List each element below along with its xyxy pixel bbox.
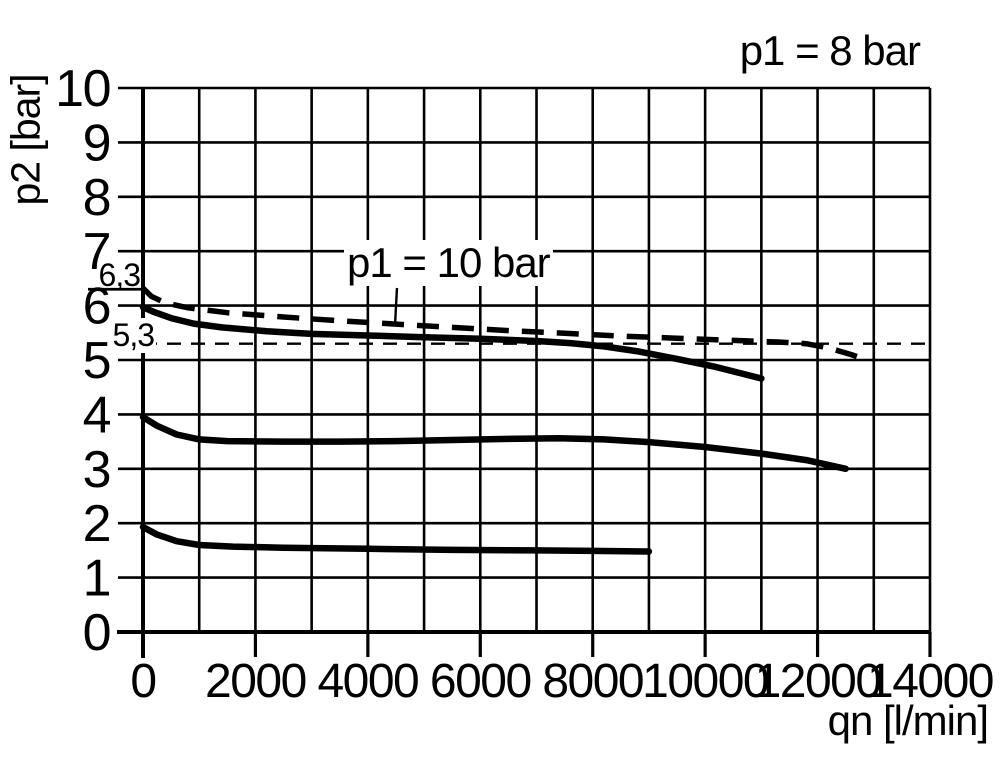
x-tick-label: 12000 [755,655,881,708]
y-tick-label: 0 [83,604,110,662]
x-tick-label: 8000 [542,655,643,708]
grid [118,86,932,634]
curve-p1-8bar-3 [139,523,653,555]
x-tick-label: 2000 [205,655,306,708]
reference-5-3-label: 5,3 [110,317,156,354]
y-tick-label: 9 [83,114,110,172]
curve-p1-8-bar [139,303,765,382]
y-tick-label: 6 [83,278,110,336]
x-tick-label: 4000 [317,655,418,708]
x-axis-title: qn [l/min] [827,697,989,744]
y-tick-label: 7 [83,223,110,281]
setpoint-6-3-label: 6,3 [98,257,141,293]
x-tick-label: 10000 [642,655,768,708]
y-tick-label: 2 [83,495,110,553]
y-tick-label: 1 [83,550,110,608]
x-tick-label: 14000 [867,655,993,708]
p1-10bar-label: p1 = 10 bar [344,239,553,287]
x-tick-label: 6000 [430,655,531,708]
x-tick-label: 0 [130,655,155,708]
y-tick-label: 4 [83,386,111,444]
curve-p1-8bar-2 [139,413,849,473]
y-tick-label: 8 [83,169,110,227]
y-tick-label: 3 [83,441,110,499]
curve-p1-10-bar [141,286,867,363]
p1-8bar-label: p1 = 8 bar [739,27,921,74]
y-tick-label: 5 [83,332,110,390]
curves [139,286,867,555]
y-axis-title: p2 [bar] [2,74,49,206]
axes [117,88,932,658]
p1-10bar-leader-line [393,287,399,327]
y-tick-label: 10 [55,60,110,118]
